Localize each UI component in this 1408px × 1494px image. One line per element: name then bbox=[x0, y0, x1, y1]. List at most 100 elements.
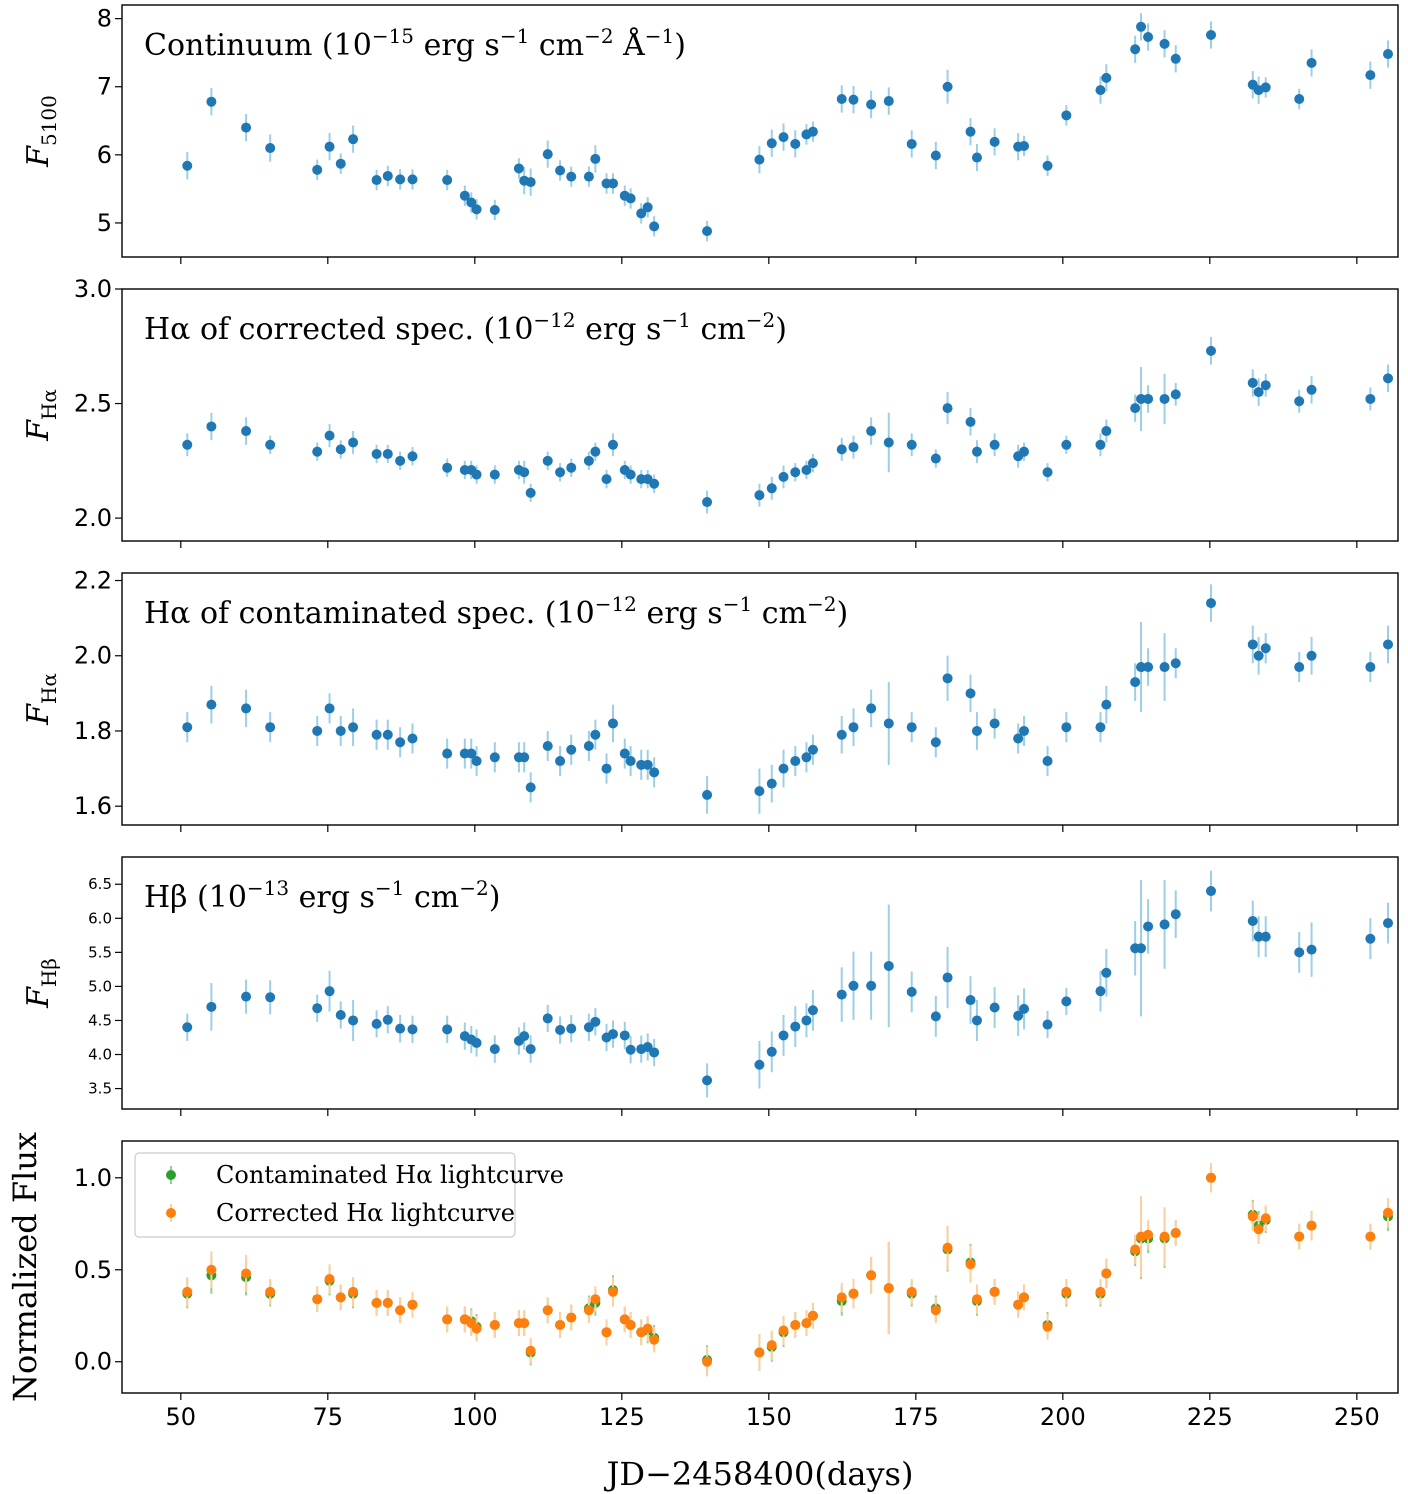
data-point bbox=[1061, 996, 1072, 1007]
data-point bbox=[1136, 662, 1147, 673]
data-point bbox=[649, 1047, 660, 1058]
y-axis-label: Normalized Flux bbox=[6, 1132, 44, 1402]
data-point bbox=[702, 497, 713, 508]
data-point bbox=[1013, 733, 1024, 744]
data-point bbox=[1260, 1213, 1271, 1224]
data-point bbox=[542, 455, 553, 466]
data-point bbox=[1383, 918, 1394, 929]
legend-marker bbox=[166, 1170, 176, 1180]
data-point bbox=[601, 474, 612, 485]
data-point bbox=[1306, 384, 1317, 395]
data-point bbox=[989, 439, 1000, 450]
data-point bbox=[607, 718, 618, 729]
data-point bbox=[883, 718, 894, 729]
data-point bbox=[265, 722, 276, 733]
data-point bbox=[930, 1305, 941, 1316]
data-point bbox=[1260, 931, 1271, 942]
data-point bbox=[471, 1323, 482, 1334]
data-point bbox=[182, 160, 193, 171]
data-point bbox=[335, 444, 346, 455]
data-point bbox=[971, 725, 982, 736]
data-point bbox=[489, 469, 500, 480]
data-point bbox=[525, 1345, 536, 1356]
data-point bbox=[1019, 1292, 1030, 1303]
data-point bbox=[335, 1292, 346, 1303]
data-point bbox=[1013, 1299, 1024, 1310]
data-point bbox=[182, 1022, 193, 1033]
data-point bbox=[1042, 1019, 1053, 1030]
data-point bbox=[312, 1294, 323, 1305]
data-point bbox=[348, 1015, 359, 1026]
data-point bbox=[1159, 393, 1170, 404]
data-point bbox=[642, 759, 653, 770]
data-point bbox=[583, 741, 594, 752]
data-point bbox=[942, 403, 953, 414]
legend: Contaminated Hα lightcurve Corrected Hα l… bbox=[134, 1152, 564, 1238]
data-point bbox=[1253, 1224, 1264, 1235]
y-tick-label: 0.0 bbox=[74, 1348, 112, 1376]
data-point bbox=[1247, 639, 1258, 650]
y-tick-label: 1.6 bbox=[74, 792, 112, 820]
data-point bbox=[407, 1024, 418, 1035]
data-point bbox=[801, 752, 812, 763]
data-point bbox=[607, 1029, 618, 1040]
y-axis-label: FHα bbox=[21, 389, 61, 442]
data-point bbox=[702, 1356, 713, 1367]
data-point bbox=[836, 989, 847, 1000]
legend-label: Contaminated Hα lightcurve bbox=[216, 1161, 564, 1189]
panel-2: 2.0 2.5 3.0 FHα Hα of corrected spec. (10−12… bbox=[21, 275, 1399, 548]
data-point bbox=[519, 1031, 530, 1042]
data-point bbox=[942, 1242, 953, 1253]
panel-annotation: Hα of corrected spec. (10−12 erg s−1 cm−… bbox=[144, 308, 787, 347]
data-point bbox=[241, 703, 252, 714]
data-point bbox=[241, 122, 252, 133]
data-point bbox=[965, 416, 976, 427]
data-point bbox=[525, 782, 536, 793]
data-point bbox=[1383, 373, 1394, 384]
panel-frame bbox=[121, 572, 1399, 826]
data-point bbox=[1170, 658, 1181, 669]
data-point bbox=[1143, 921, 1154, 932]
data-point bbox=[971, 152, 982, 163]
data-point bbox=[1019, 446, 1030, 457]
data-point bbox=[555, 165, 566, 176]
data-point bbox=[241, 1268, 252, 1279]
data-point bbox=[848, 980, 859, 991]
data-point bbox=[1247, 377, 1258, 388]
data-point bbox=[1042, 1321, 1053, 1332]
data-point bbox=[942, 972, 953, 983]
data-point bbox=[883, 437, 894, 448]
data-point bbox=[1365, 662, 1376, 673]
data-point bbox=[1061, 439, 1072, 450]
data-point bbox=[1042, 467, 1053, 478]
x-tick-label: 250 bbox=[1334, 1403, 1380, 1431]
data-point bbox=[607, 1286, 618, 1297]
data-point bbox=[1206, 345, 1217, 356]
data-point bbox=[636, 208, 647, 219]
data-point bbox=[942, 673, 953, 684]
data-point bbox=[1306, 1220, 1317, 1231]
data-point bbox=[930, 737, 941, 748]
data-point bbox=[848, 1288, 859, 1299]
data-point bbox=[1061, 110, 1072, 121]
x-tick-label: 75 bbox=[313, 1403, 344, 1431]
y-tick-label: 8 bbox=[97, 5, 112, 33]
panel-3: 1.6 1.8 2.0 2.2 FHα Hα of contaminated spec. … bbox=[21, 567, 1399, 832]
y-tick-label: 3.5 bbox=[88, 1080, 112, 1098]
data-point bbox=[965, 995, 976, 1006]
data-point bbox=[848, 722, 859, 733]
data-point bbox=[848, 94, 859, 105]
data-point bbox=[754, 490, 765, 501]
data-point bbox=[525, 1044, 536, 1055]
data-point bbox=[989, 718, 1000, 729]
data-point bbox=[1159, 38, 1170, 49]
y-tick-label: 2.0 bbox=[74, 504, 112, 532]
data-point bbox=[466, 197, 477, 208]
data-point bbox=[866, 99, 877, 110]
data-point bbox=[906, 439, 917, 450]
data-point bbox=[1206, 29, 1217, 40]
data-point bbox=[766, 1340, 777, 1351]
y-tick-label: 6 bbox=[97, 141, 112, 169]
data-point bbox=[807, 126, 818, 137]
data-point bbox=[407, 451, 418, 462]
